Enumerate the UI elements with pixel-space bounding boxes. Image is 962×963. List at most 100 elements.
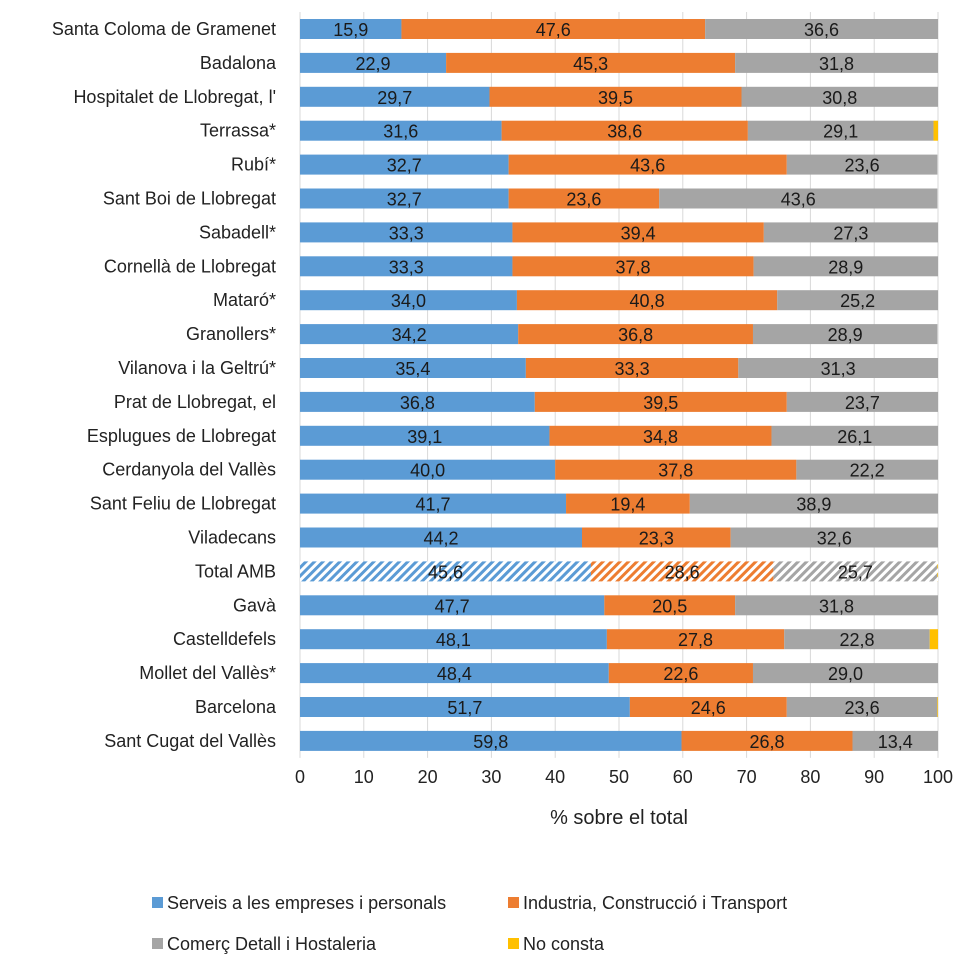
bar-segment bbox=[300, 358, 526, 378]
category-label: Castelldefels bbox=[173, 629, 276, 649]
x-tick-label: 70 bbox=[737, 767, 757, 787]
bar-segment bbox=[508, 188, 660, 209]
bar-segment bbox=[929, 629, 938, 650]
category-label: Vilanova i la Geltrú* bbox=[118, 358, 276, 378]
bar-segment bbox=[300, 493, 567, 514]
data-label: 40,8 bbox=[630, 291, 665, 311]
data-label: 31,8 bbox=[819, 54, 854, 74]
legend-swatch bbox=[152, 938, 163, 949]
bar-segment bbox=[753, 256, 938, 277]
data-label: 39,1 bbox=[407, 427, 442, 447]
category-labels: Santa Coloma de Gramenet Badalona Hospital… bbox=[52, 19, 277, 751]
bar-segment bbox=[730, 527, 938, 548]
legend-swatch bbox=[152, 897, 163, 908]
category-label: Granollers* bbox=[186, 324, 276, 344]
data-label: 33,3 bbox=[615, 359, 650, 379]
bar-segment bbox=[512, 222, 764, 243]
data-label: 37,8 bbox=[658, 461, 693, 481]
data-label: 26,1 bbox=[837, 427, 872, 447]
data-label: 37,8 bbox=[616, 257, 651, 277]
data-label: 23,6 bbox=[845, 698, 880, 718]
category-label: Sant Boi de Llobregat bbox=[103, 189, 276, 209]
bar-segment bbox=[446, 52, 736, 73]
bar-segment bbox=[937, 697, 938, 717]
bar-segment bbox=[752, 663, 938, 684]
data-label: 25,2 bbox=[840, 291, 875, 311]
data-label: 41,7 bbox=[415, 495, 450, 515]
legend-label: Comerç Detall i Hostaleria bbox=[167, 934, 377, 954]
bar-segment bbox=[525, 358, 739, 378]
data-label: 44,2 bbox=[423, 529, 458, 549]
data-label: 29,7 bbox=[377, 88, 412, 108]
bar-segment bbox=[300, 459, 556, 480]
bar-segment bbox=[549, 425, 772, 446]
legend-item: Serveis a les empreses i personals bbox=[152, 893, 446, 913]
data-label: 51,7 bbox=[447, 698, 482, 718]
category-label: Sabadell* bbox=[199, 222, 276, 242]
bar-segment bbox=[784, 629, 930, 650]
x-tick-label: 20 bbox=[418, 767, 438, 787]
bar-segment bbox=[518, 324, 753, 345]
legend: Serveis a les empreses i personals Indust… bbox=[152, 893, 787, 954]
bar-segment bbox=[606, 629, 785, 650]
data-label: 31,3 bbox=[821, 359, 856, 379]
data-label: 38,9 bbox=[796, 495, 831, 515]
data-label: 34,8 bbox=[643, 427, 678, 447]
category-label: Esplugues de Llobregat bbox=[87, 426, 276, 446]
bar-segment bbox=[300, 154, 509, 175]
x-tick-label: 50 bbox=[609, 767, 629, 787]
category-label: Cornellà de Llobregat bbox=[104, 256, 276, 276]
data-label: 24,6 bbox=[691, 698, 726, 718]
category-label: Gavà bbox=[233, 595, 277, 615]
data-label: 32,7 bbox=[387, 190, 422, 210]
data-label: 39,5 bbox=[643, 393, 678, 413]
bar-segment bbox=[773, 561, 938, 582]
data-label: 31,8 bbox=[819, 596, 854, 616]
bar-segment bbox=[555, 459, 797, 480]
data-labels: 15,9 47,6 36,6 22,9 45,3 31,8 29,7 39,5 30,8 31,6… bbox=[333, 20, 913, 752]
data-label: 48,1 bbox=[436, 630, 471, 650]
category-label: Total AMB bbox=[195, 561, 276, 581]
category-label: Cerdanyola del Vallès bbox=[102, 460, 276, 480]
category-label: Santa Coloma de Gramenet bbox=[52, 19, 276, 39]
x-tick-label: 100 bbox=[923, 767, 953, 787]
bar-segment bbox=[752, 324, 938, 345]
data-label: 30,8 bbox=[822, 88, 857, 108]
bar-segment bbox=[629, 697, 787, 717]
bar-segment bbox=[300, 561, 591, 582]
bar-segment bbox=[566, 493, 690, 514]
bar-segment bbox=[852, 730, 938, 751]
data-label: 25,7 bbox=[838, 562, 873, 582]
category-label: Barcelona bbox=[195, 697, 277, 717]
bar-segment bbox=[937, 561, 938, 582]
bar-segment bbox=[300, 629, 607, 650]
data-label: 45,3 bbox=[573, 54, 608, 74]
bar-segment bbox=[300, 19, 402, 39]
data-label: 22,2 bbox=[850, 461, 885, 481]
bar-segment bbox=[771, 425, 938, 446]
legend-item: Industria, Construcció i Transport bbox=[508, 893, 787, 913]
x-tick-label: 90 bbox=[864, 767, 884, 787]
data-label: 40,0 bbox=[410, 461, 445, 481]
x-tick-label: 0 bbox=[295, 767, 305, 787]
bar-segment bbox=[590, 561, 774, 582]
bar-segment bbox=[581, 527, 731, 548]
bar-segment bbox=[300, 256, 513, 277]
bar-segment bbox=[300, 52, 447, 73]
bar-segment bbox=[300, 425, 550, 446]
data-label: 19,4 bbox=[610, 495, 645, 515]
data-label: 23,7 bbox=[845, 393, 880, 413]
data-label: 48,4 bbox=[437, 664, 472, 684]
bars bbox=[300, 19, 938, 751]
data-label: 39,5 bbox=[598, 88, 633, 108]
data-label: 22,8 bbox=[839, 630, 874, 650]
bar-segment bbox=[534, 391, 787, 412]
bar-segment bbox=[300, 391, 535, 412]
category-label: Viladecans bbox=[188, 528, 276, 548]
category-label: Prat de Llobregat, el bbox=[114, 392, 276, 412]
legend-swatch bbox=[508, 938, 519, 949]
data-label: 29,1 bbox=[823, 122, 858, 142]
data-label: 22,6 bbox=[663, 664, 698, 684]
data-label: 43,6 bbox=[630, 156, 665, 176]
